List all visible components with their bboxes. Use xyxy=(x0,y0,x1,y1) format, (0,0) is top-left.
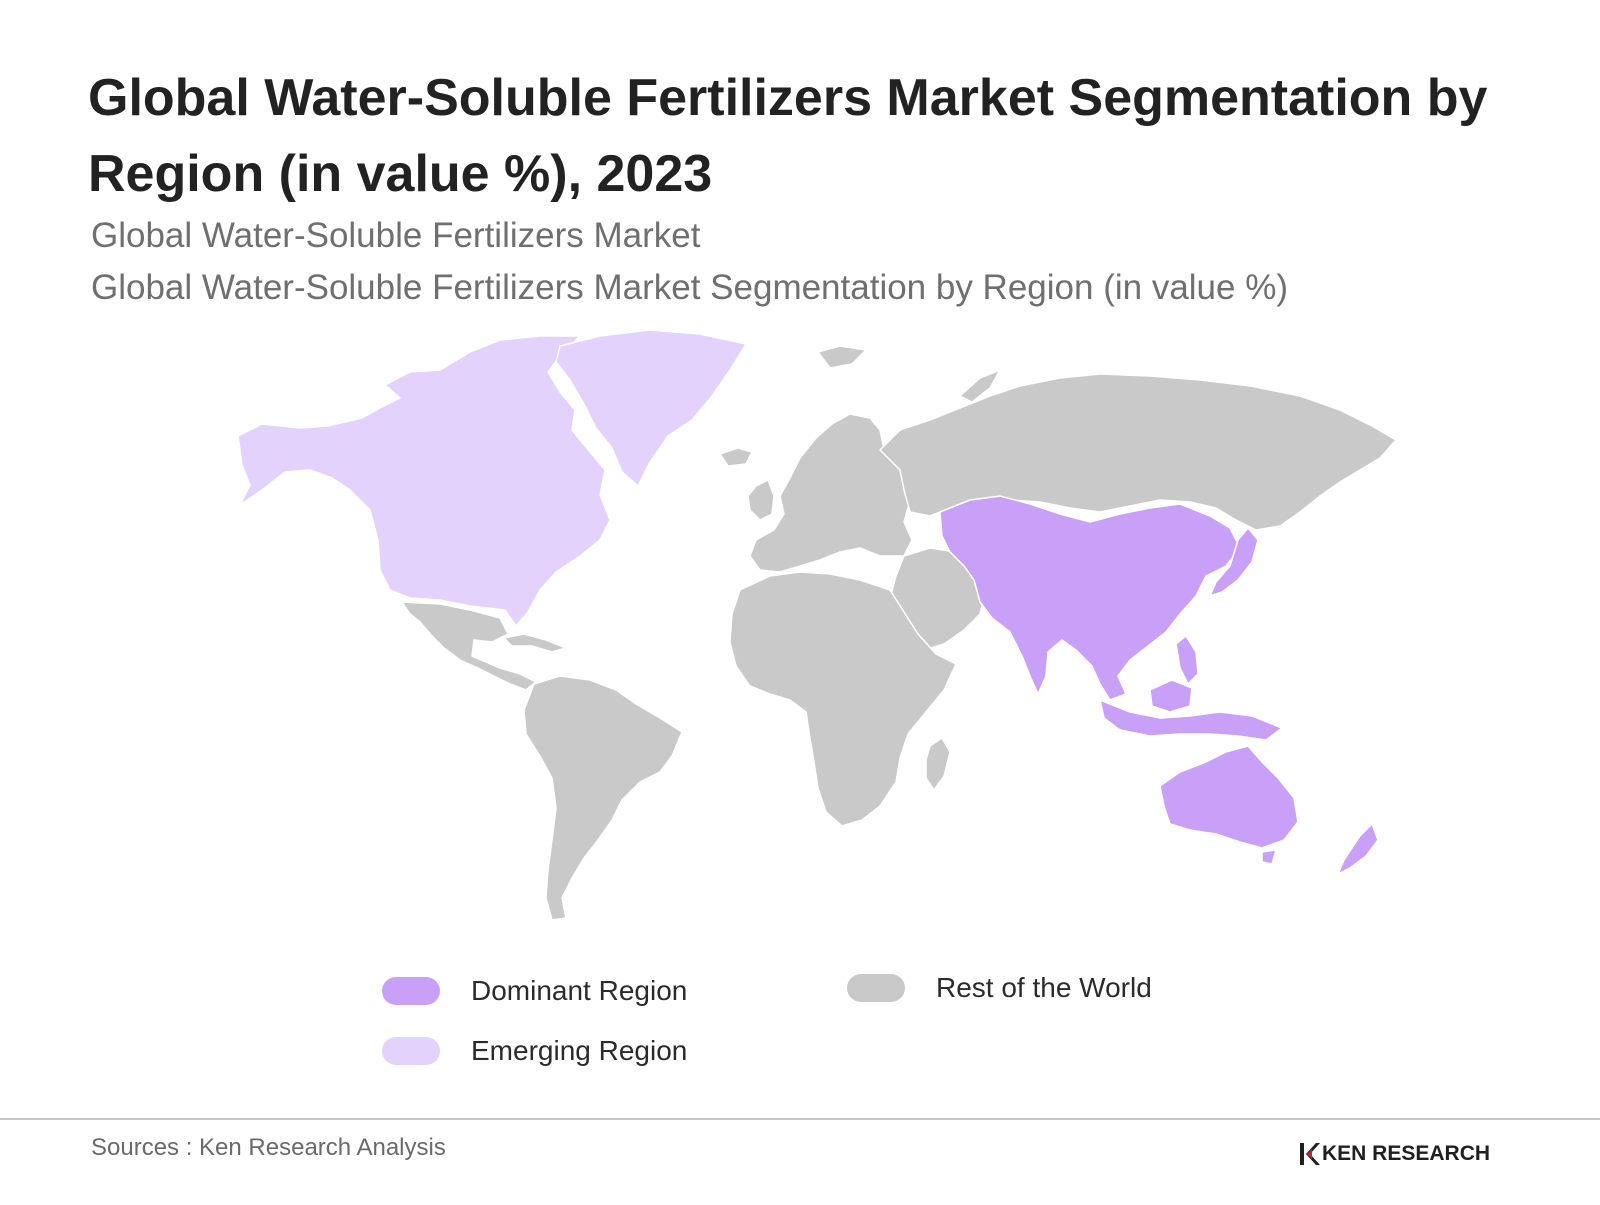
ken-research-logo: KEN RESEARCH xyxy=(1298,1138,1490,1170)
region-australia xyxy=(1159,745,1299,849)
legend-emerging-region: Emerging Region xyxy=(382,1033,687,1069)
region-greenland xyxy=(555,329,747,487)
legend-label-rest: Rest of the World xyxy=(936,972,1152,1003)
legend-dominant-region: Dominant Region xyxy=(382,973,687,1009)
region-mexico-central-america xyxy=(401,601,537,691)
region-borneo xyxy=(1149,679,1193,713)
region-uk-ireland xyxy=(747,479,775,521)
region-south-america xyxy=(523,675,683,921)
legend-swatch-emerging xyxy=(382,1037,440,1065)
region-north-america xyxy=(237,335,611,627)
ken-research-logo-text: KEN RESEARCH xyxy=(1322,1142,1491,1165)
region-japan xyxy=(1209,527,1259,597)
region-madagascar xyxy=(925,737,951,791)
legend-swatch-rest xyxy=(847,974,905,1002)
ken-research-logo-icon xyxy=(1300,1143,1320,1165)
source-note: Sources : Ken Research Analysis xyxy=(91,1134,446,1161)
chart-title: Global Water-Soluble Fertilizers Market … xyxy=(88,69,1488,203)
region-new-zealand xyxy=(1337,823,1379,875)
region-africa xyxy=(729,571,957,827)
legend-label-dominant: Dominant Region xyxy=(471,975,688,1006)
legend-swatch-dominant xyxy=(382,977,440,1005)
chart-subtitle-segmentation: Global Water-Soluble Fertilizers Market … xyxy=(91,268,1288,307)
legend-rest-of-world: Rest of the World xyxy=(847,970,1152,1006)
region-iceland xyxy=(719,447,753,467)
chart-subtitle-market: Global Water-Soluble Fertilizers Market xyxy=(91,216,701,255)
region-maritime-se-asia xyxy=(1099,699,1283,741)
region-tasmania xyxy=(1261,849,1277,865)
region-asia-pacific xyxy=(939,495,1241,701)
region-caribbean xyxy=(503,633,567,653)
legend-label-emerging: Emerging Region xyxy=(471,1035,688,1066)
region-philippines xyxy=(1175,635,1199,685)
region-europe xyxy=(749,413,913,573)
footer-divider xyxy=(0,1118,1600,1120)
region-arctic-islands xyxy=(959,369,1001,403)
region-svalbard xyxy=(817,345,867,369)
